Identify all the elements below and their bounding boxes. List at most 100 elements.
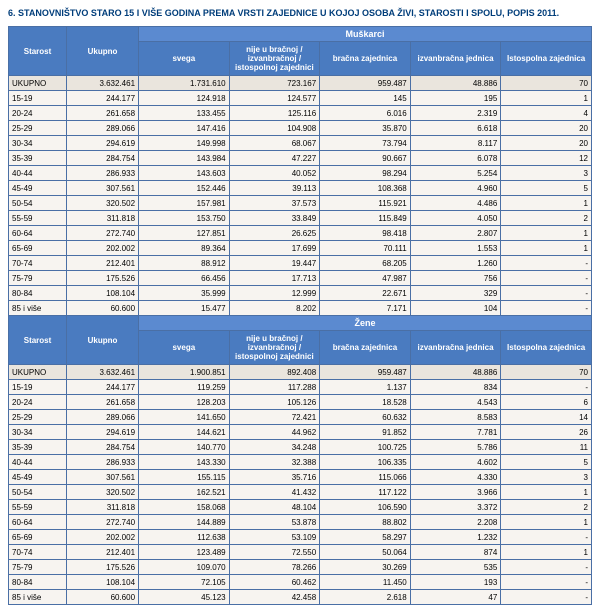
table-row: 20-24261.658133.455125.1166.0162.3194: [9, 106, 592, 121]
group-zene-header: Žene: [139, 316, 592, 331]
cell: 1: [501, 91, 592, 106]
cell: 48.886: [410, 365, 501, 380]
cell-ukupno: 320.502: [67, 485, 139, 500]
cell: 4.486: [410, 196, 501, 211]
cell-label: 25-29: [9, 410, 67, 425]
cell: 2.807: [410, 226, 501, 241]
cell-ukupno: 3.632.461: [67, 365, 139, 380]
cell-ukupno: 284.754: [67, 151, 139, 166]
cell-label: 20-24: [9, 106, 67, 121]
cell-ukupno: 244.177: [67, 91, 139, 106]
cell-label: 45-49: [9, 181, 67, 196]
cell: 44.962: [229, 425, 320, 440]
cell: 37.573: [229, 196, 320, 211]
cell: 90.667: [320, 151, 411, 166]
table-row: 35-39284.754140.77034.248100.7255.78611: [9, 440, 592, 455]
data-table: StarostUkupnoMuškarcisveganije u bračnoj…: [8, 26, 592, 605]
cell-label: 25-29: [9, 121, 67, 136]
cell: 144.889: [139, 515, 230, 530]
cell-ukupno: 261.658: [67, 395, 139, 410]
cell: 68.067: [229, 136, 320, 151]
cell-label: 40-44: [9, 455, 67, 470]
cell: 91.852: [320, 425, 411, 440]
cell: 2.208: [410, 515, 501, 530]
cell-label: 40-44: [9, 166, 67, 181]
cell: 3: [501, 166, 592, 181]
cell: 47.987: [320, 271, 411, 286]
cell: 5: [501, 181, 592, 196]
cell: 70.111: [320, 241, 411, 256]
cell: 105.126: [229, 395, 320, 410]
table-row: 30-34294.619144.62144.96291.8527.78126: [9, 425, 592, 440]
table-row: 45-49307.561152.44639.113108.3684.9605: [9, 181, 592, 196]
col-ukupno-header: Ukupno: [67, 316, 139, 365]
cell: 2.618: [320, 590, 411, 605]
table-row: 20-24261.658128.203105.12618.5284.5436: [9, 395, 592, 410]
cell: 98.294: [320, 166, 411, 181]
cell-ukupno: 320.502: [67, 196, 139, 211]
cell: 1.232: [410, 530, 501, 545]
cell: 6.078: [410, 151, 501, 166]
cell: 89.364: [139, 241, 230, 256]
col-starost-header: Starost: [9, 316, 67, 365]
table-row: 45-49307.561155.11535.716115.0664.3303: [9, 470, 592, 485]
table-row: 70-74212.40188.91219.44768.2051.260-: [9, 256, 592, 271]
cell: 15.477: [139, 301, 230, 316]
cell: 128.203: [139, 395, 230, 410]
cell: 70: [501, 365, 592, 380]
table-row: 50-54320.502157.98137.573115.9214.4861: [9, 196, 592, 211]
col-izvanbracna: izvanbračna jednica: [410, 42, 501, 76]
cell: 723.167: [229, 76, 320, 91]
cell: 48.104: [229, 500, 320, 515]
cell: 88.912: [139, 256, 230, 271]
cell: 115.849: [320, 211, 411, 226]
table-row: 75-79175.526109.07078.26630.269535-: [9, 560, 592, 575]
cell: 1.731.610: [139, 76, 230, 91]
table-row: 55-59311.818158.06848.104106.5903.3722: [9, 500, 592, 515]
cell: 60.632: [320, 410, 411, 425]
cell-ukupno: 202.002: [67, 530, 139, 545]
cell: 72.105: [139, 575, 230, 590]
cell-ukupno: 289.066: [67, 410, 139, 425]
table-row: 80-84108.10435.99912.99922.671329-: [9, 286, 592, 301]
cell: 35.716: [229, 470, 320, 485]
cell: 193: [410, 575, 501, 590]
cell: 4.050: [410, 211, 501, 226]
cell-label: 60-64: [9, 515, 67, 530]
table-row: 60-64272.740127.85126.62598.4182.8071: [9, 226, 592, 241]
cell: 1: [501, 485, 592, 500]
cell: 78.266: [229, 560, 320, 575]
cell: 72.421: [229, 410, 320, 425]
cell: 26.625: [229, 226, 320, 241]
cell: 104: [410, 301, 501, 316]
cell-label: 75-79: [9, 271, 67, 286]
cell: 133.455: [139, 106, 230, 121]
cell: 144.621: [139, 425, 230, 440]
cell-label: 85 i više: [9, 590, 67, 605]
cell-label: 20-24: [9, 395, 67, 410]
cell: 17.713: [229, 271, 320, 286]
cell: 1.260: [410, 256, 501, 271]
cell: 143.330: [139, 455, 230, 470]
cell: 106.335: [320, 455, 411, 470]
cell: 7.171: [320, 301, 411, 316]
cell-ukupno: 108.104: [67, 575, 139, 590]
cell-label: 60-64: [9, 226, 67, 241]
cell-label: UKUPNO: [9, 365, 67, 380]
cell-label: UKUPNO: [9, 76, 67, 91]
col-nije: nije u bračnoj / izvanbračnoj / istospol…: [229, 331, 320, 365]
cell: 127.851: [139, 226, 230, 241]
cell-ukupno: 175.526: [67, 271, 139, 286]
cell: -: [501, 301, 592, 316]
cell-ukupno: 311.818: [67, 500, 139, 515]
cell: 45.123: [139, 590, 230, 605]
cell: 100.725: [320, 440, 411, 455]
cell: -: [501, 256, 592, 271]
cell: 30.269: [320, 560, 411, 575]
cell-ukupno: 272.740: [67, 226, 139, 241]
table-row: 30-34294.619149.99868.06773.7948.11720: [9, 136, 592, 151]
cell-ukupno: 307.561: [67, 470, 139, 485]
cell: 6: [501, 395, 592, 410]
cell: 17.699: [229, 241, 320, 256]
cell: 5: [501, 455, 592, 470]
